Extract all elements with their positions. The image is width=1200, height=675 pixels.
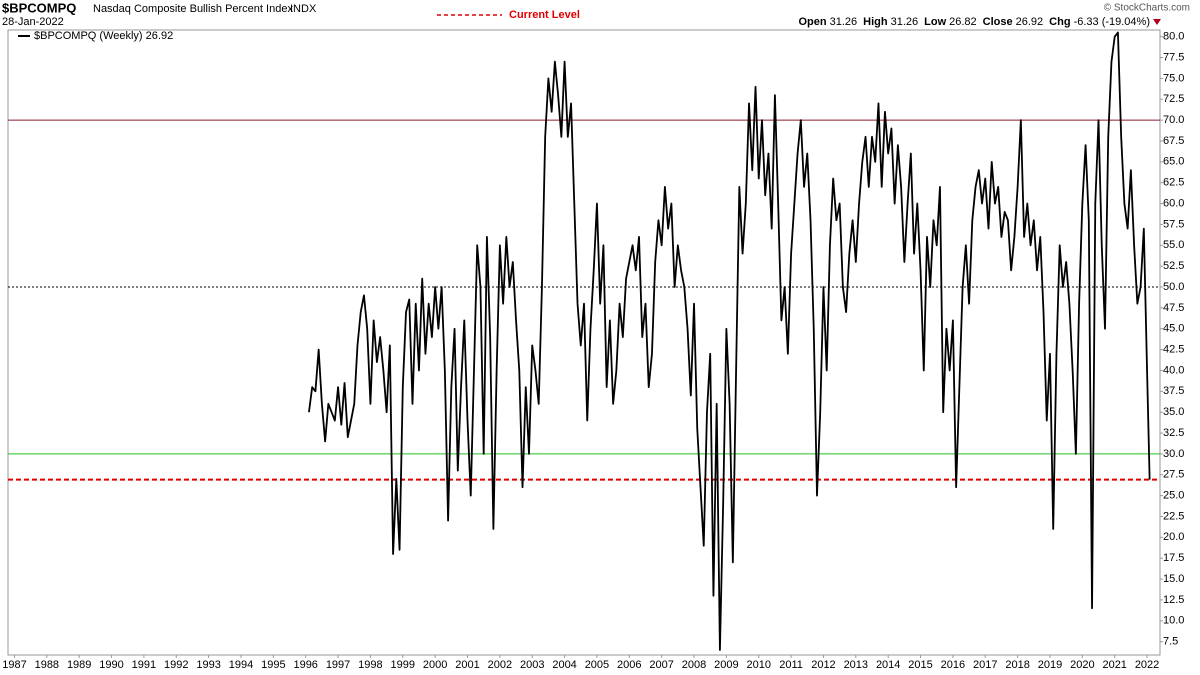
series-line	[308, 31, 1151, 651]
series-last: 26.92	[146, 30, 174, 42]
y-tick-label: 67.5	[1163, 135, 1184, 147]
x-tick-label: 1999	[391, 659, 415, 671]
symbol: $BPCOMPQ	[2, 0, 76, 15]
x-tick-label: 2020	[1070, 659, 1094, 671]
y-tick-label: 75.0	[1163, 72, 1184, 84]
x-tick-label: 2009	[714, 659, 738, 671]
x-tick-label: 1995	[261, 659, 285, 671]
quote-value: 31.26	[891, 16, 919, 28]
x-tick-label: 2013	[844, 659, 868, 671]
x-tick-label: 2005	[585, 659, 609, 671]
x-tick-label: 2014	[876, 659, 900, 671]
y-tick-label: 35.0	[1163, 406, 1184, 418]
y-tick-label: 27.5	[1163, 469, 1184, 481]
y-tick-label: 40.0	[1163, 364, 1184, 376]
y-tick-label: 17.5	[1163, 552, 1184, 564]
y-tick-label: 72.5	[1163, 93, 1184, 105]
x-tick-label: 2003	[520, 659, 544, 671]
quote-value: 26.92	[1016, 16, 1044, 28]
x-tick-label: 2011	[779, 659, 803, 671]
x-tick-label: 2019	[1038, 659, 1062, 671]
legend-label: Current Level	[509, 9, 580, 21]
x-tick-label: 2012	[811, 659, 835, 671]
x-tick-label: 1996	[293, 659, 317, 671]
x-tick-label: 2021	[1102, 659, 1126, 671]
y-tick-label: 30.0	[1163, 448, 1184, 460]
x-tick-label: 2022	[1135, 659, 1159, 671]
x-tick-label: 2007	[649, 659, 673, 671]
series-name: $BPCOMPQ (Weekly)	[34, 30, 143, 42]
y-tick-label: 77.5	[1163, 51, 1184, 63]
y-tick-label: 22.5	[1163, 510, 1184, 522]
quote-label: Open	[799, 16, 827, 28]
y-tick-label: 12.5	[1163, 594, 1184, 606]
y-tick-label: 32.5	[1163, 427, 1184, 439]
x-tick-label: 1993	[196, 659, 220, 671]
chart-title: Nasdaq Composite Bullish Percent Index	[93, 3, 293, 15]
x-tick-label: 2008	[682, 659, 706, 671]
y-tick-label: 7.5	[1163, 636, 1178, 648]
y-tick-label: 80.0	[1163, 31, 1184, 43]
quote-value: 26.82	[949, 16, 977, 28]
exchange: INDX	[290, 3, 317, 15]
y-tick-label: 50.0	[1163, 281, 1184, 293]
y-tick-label: 65.0	[1163, 156, 1184, 168]
y-tick-label: 25.0	[1163, 490, 1184, 502]
series-legend: $BPCOMPQ (Weekly) 26.92	[34, 30, 173, 42]
y-tick-label: 55.0	[1163, 239, 1184, 251]
quote-label: High	[863, 16, 888, 28]
x-tick-label: 1991	[132, 659, 156, 671]
plot-frame	[7, 29, 1161, 656]
quote-label: Chg	[1049, 16, 1070, 28]
y-tick-label: 57.5	[1163, 218, 1184, 230]
x-tick-label: 1992	[164, 659, 188, 671]
x-tick-label: 2006	[617, 659, 641, 671]
date: 28-Jan-2022	[2, 16, 64, 28]
x-tick-label: 2000	[423, 659, 447, 671]
x-tick-label: 1987	[2, 659, 26, 671]
x-tick-label: 2017	[973, 659, 997, 671]
y-tick-label: 45.0	[1163, 323, 1184, 335]
x-tick-label: 1988	[35, 659, 59, 671]
y-tick-label: 42.5	[1163, 343, 1184, 355]
y-tick-label: 52.5	[1163, 260, 1184, 272]
quote: Open 31.26 High 31.26 Low 26.82 Close 26.92 Chg -…	[799, 16, 1151, 28]
x-tick-label: 2001	[455, 659, 479, 671]
down-arrow	[1153, 19, 1161, 25]
y-tick-label: 10.0	[1163, 615, 1184, 627]
x-tick-label: 1997	[326, 659, 350, 671]
quote-value: -6.33 (-19.04%)	[1074, 16, 1150, 28]
x-tick-label: 1994	[229, 659, 253, 671]
x-tick-label: 2010	[746, 659, 770, 671]
x-tick-label: 2018	[1005, 659, 1029, 671]
x-tick-label: 1989	[67, 659, 91, 671]
x-tick-label: 2002	[488, 659, 512, 671]
x-tick-label: 1990	[99, 659, 123, 671]
y-tick-label: 60.0	[1163, 197, 1184, 209]
credit: © StockCharts.com	[1104, 3, 1190, 14]
quote-label: Low	[924, 16, 946, 28]
x-tick-label: 2004	[552, 659, 576, 671]
y-tick-label: 15.0	[1163, 573, 1184, 585]
x-tick-label: 1998	[358, 659, 382, 671]
y-tick-label: 20.0	[1163, 531, 1184, 543]
quote-label: Close	[983, 16, 1013, 28]
x-tick-label: 2016	[941, 659, 965, 671]
y-tick-label: 62.5	[1163, 177, 1184, 189]
y-tick-label: 70.0	[1163, 114, 1184, 126]
quote-value: 31.26	[830, 16, 858, 28]
x-tick-label: 2015	[908, 659, 932, 671]
y-tick-label: 47.5	[1163, 302, 1184, 314]
y-tick-label: 37.5	[1163, 385, 1184, 397]
